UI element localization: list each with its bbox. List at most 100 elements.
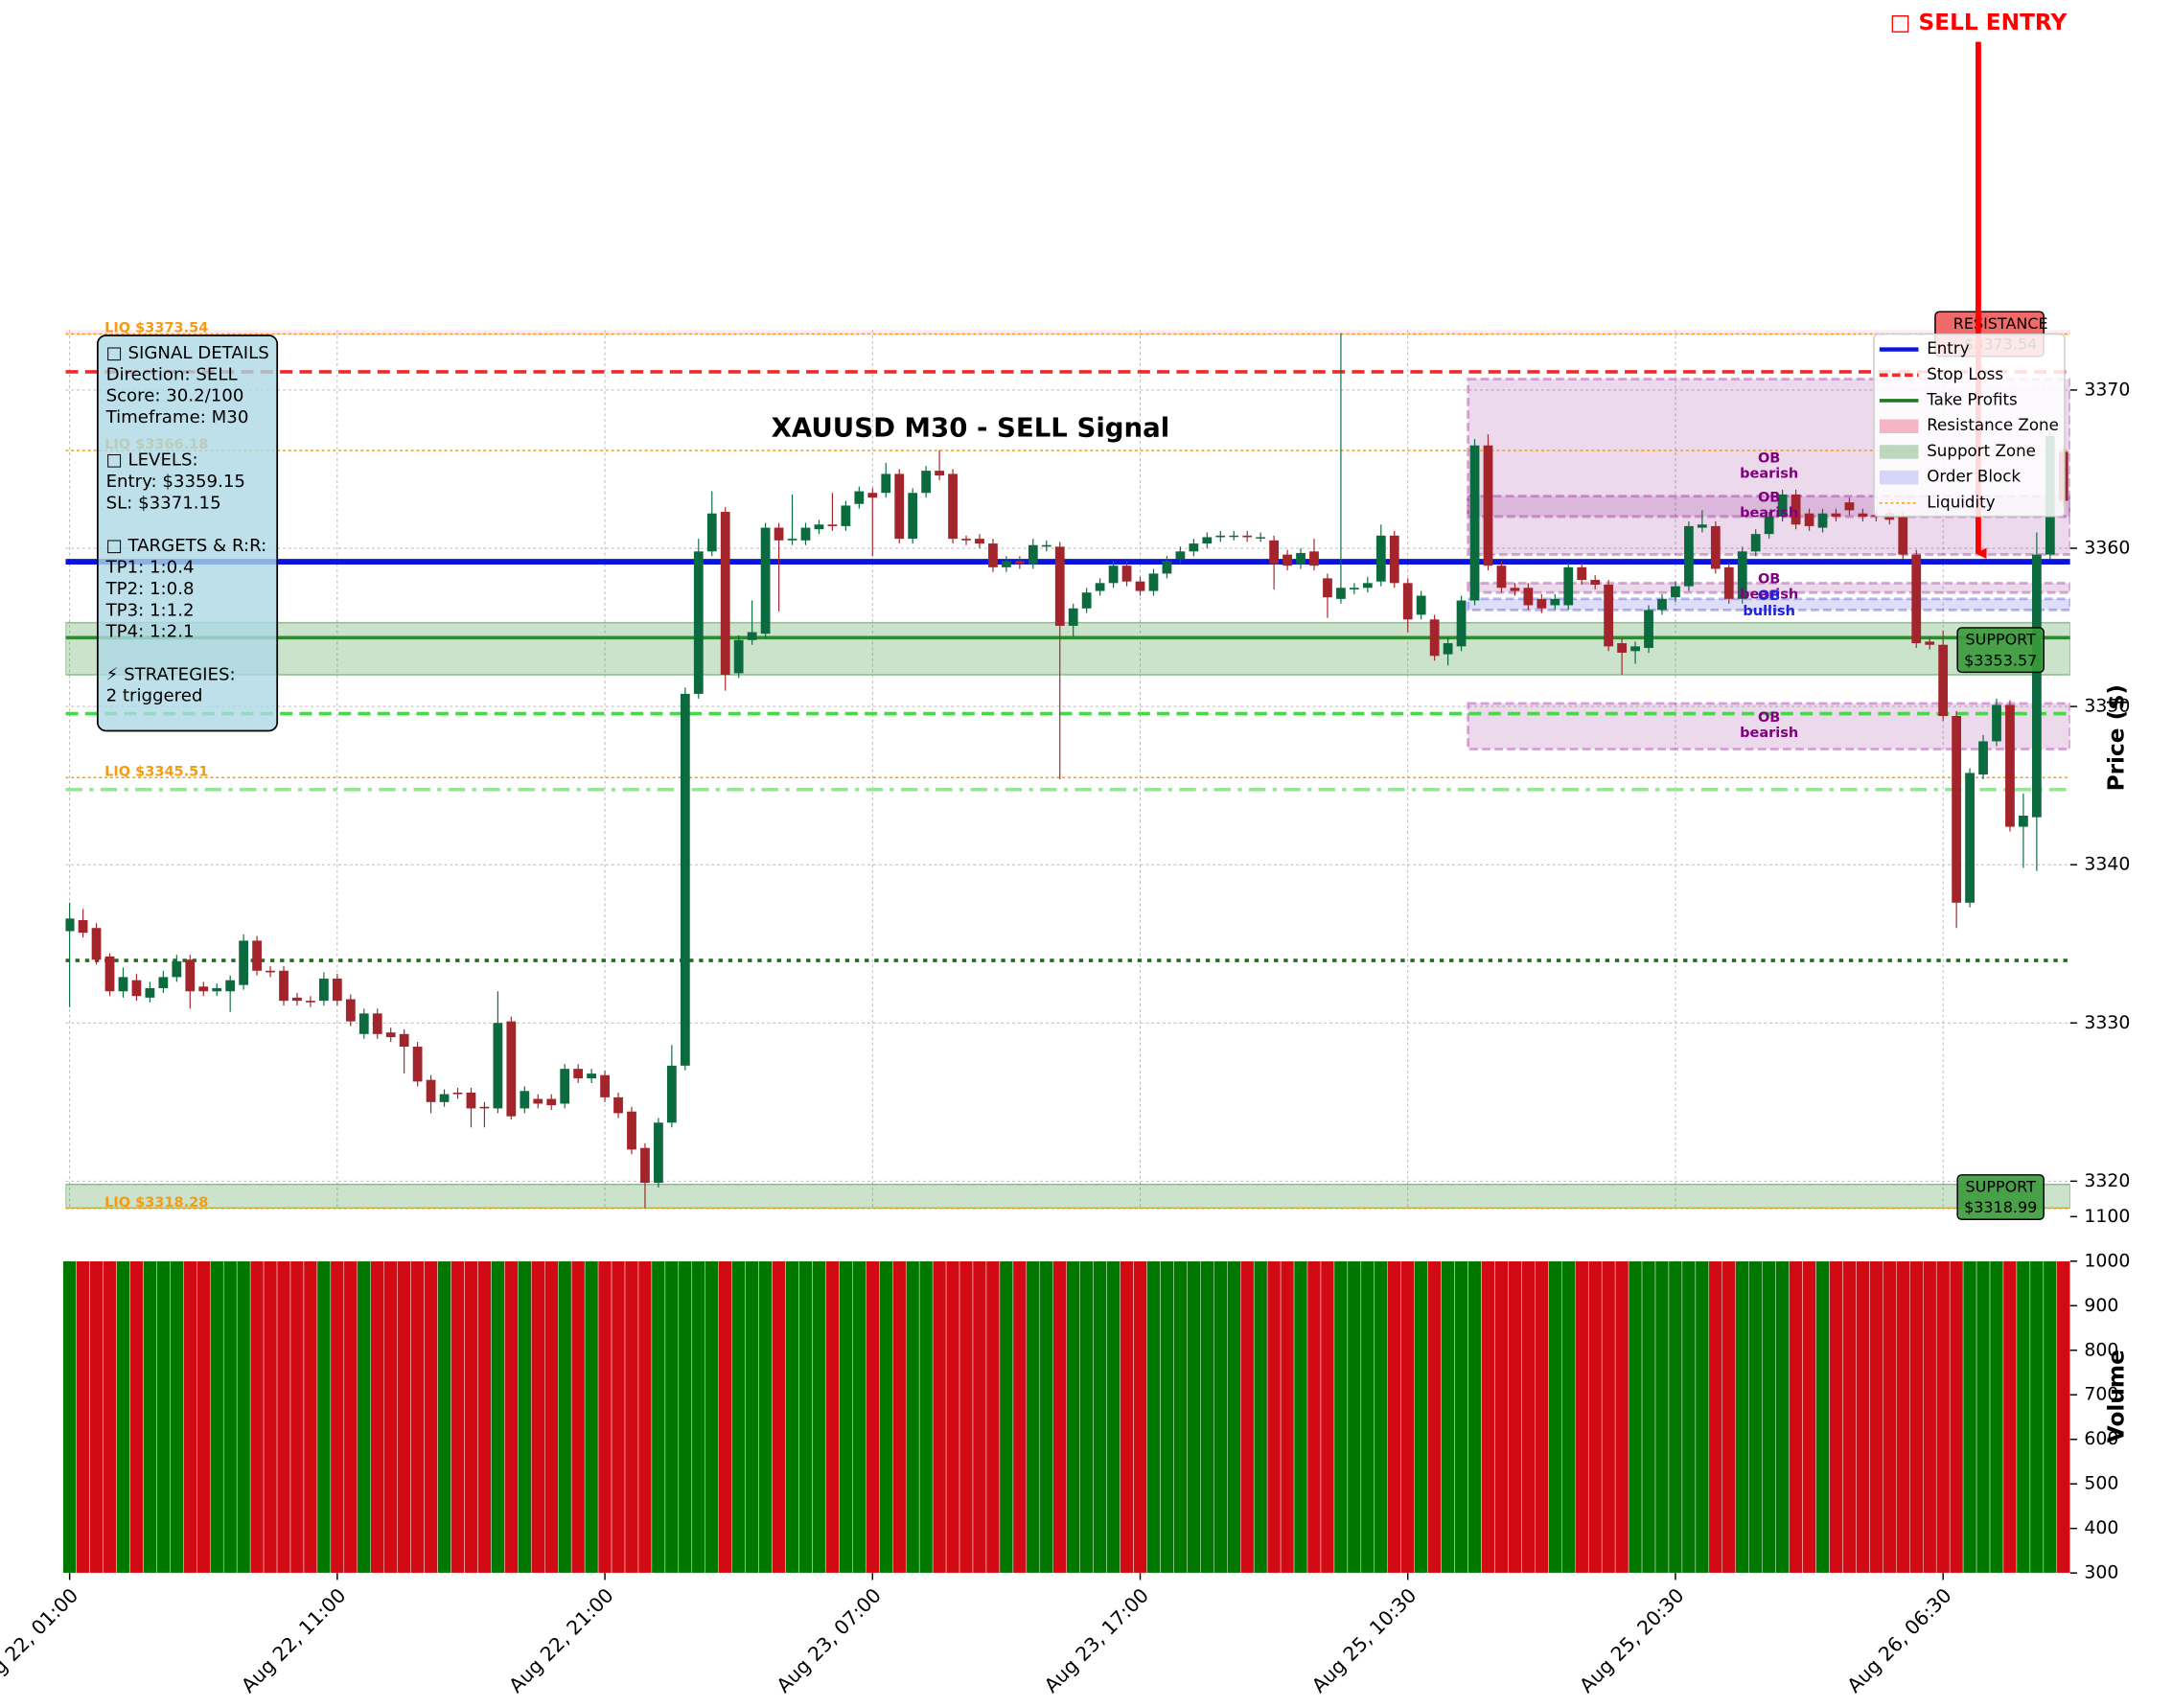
volume-bar: [624, 1260, 639, 1574]
candle-body: [613, 1096, 623, 1114]
volume-bar: [1762, 1260, 1776, 1574]
y-tick-label: 3360: [2084, 538, 2130, 559]
volume-bar: [1293, 1260, 1308, 1574]
info-box: [96, 335, 279, 732]
candle-body: [306, 1001, 315, 1003]
candle-body: [345, 999, 356, 1022]
candle-body: [1737, 551, 1747, 599]
volume-bar: [1668, 1260, 1683, 1574]
candle-body: [1375, 535, 1386, 582]
candle-body: [158, 977, 169, 988]
volume-bar: [1079, 1260, 1094, 1574]
legend-label: Support Zone: [1927, 441, 2036, 460]
candle-body: [279, 970, 289, 1002]
volume-bar: [825, 1260, 840, 1574]
volume-bar: [1883, 1260, 1897, 1574]
volume-bar: [1508, 1260, 1522, 1574]
volume-bar: [1748, 1260, 1763, 1574]
volume-bar: [1614, 1260, 1629, 1574]
order-block-label: bullish: [1743, 604, 1795, 619]
candle-body: [573, 1069, 584, 1079]
candle-body: [881, 473, 891, 494]
volume-bar: [1133, 1260, 1147, 1574]
candle-body: [1402, 583, 1413, 620]
candle-body: [1215, 535, 1226, 538]
volume-bar: [892, 1260, 907, 1574]
info-text: ⚡ STRATEGIES:: [106, 664, 236, 684]
volume-bar: [772, 1260, 786, 1574]
candle-body: [1028, 544, 1038, 565]
order-block: [1467, 597, 2070, 612]
volume-bar: [597, 1260, 612, 1574]
volume-bar: [1587, 1260, 1603, 1574]
volume-bar: [170, 1260, 184, 1574]
volume-bar: [1306, 1260, 1322, 1574]
candle-body: [1041, 544, 1051, 547]
candle-body: [1537, 598, 1547, 609]
volume-bar: [1601, 1260, 1616, 1574]
candle-body: [733, 639, 744, 674]
candle-body: [399, 1033, 409, 1048]
volume-bar: [143, 1260, 157, 1574]
candle-body: [1002, 561, 1011, 567]
volume-tick-label: 1100: [2084, 1206, 2130, 1227]
candle-body: [292, 997, 302, 1002]
candle-body: [439, 1094, 450, 1102]
candle-body: [1483, 445, 1493, 566]
candle-body: [145, 987, 155, 998]
volume-bar: [1628, 1260, 1643, 1574]
liquidity-label: LIQ $3345.51: [104, 764, 208, 779]
volume-tick-label: 500: [2084, 1473, 2118, 1494]
liquidity-label: LIQ $3373.54: [104, 321, 208, 336]
volume-bar: [183, 1260, 197, 1574]
volume-bar: [316, 1260, 332, 1574]
candle-body: [1081, 592, 1092, 609]
candle-body: [1336, 588, 1346, 599]
candle-body: [1135, 581, 1145, 591]
order-block-label: OB: [1758, 491, 1780, 506]
x-tick-label: Aug 22, 21:00: [504, 1583, 617, 1696]
volume-bar: [1654, 1260, 1670, 1574]
candle-body: [1764, 516, 1774, 535]
order-block: [1467, 581, 2070, 594]
order-block-label: OB: [1758, 710, 1780, 726]
candle-body: [172, 960, 182, 978]
volume-tick-label: 1000: [2084, 1250, 2130, 1271]
volume-bar: [89, 1260, 104, 1574]
legend-label: Stop Loss: [1927, 364, 2003, 383]
volume-bar: [1949, 1260, 1964, 1574]
candle-body: [1697, 524, 1707, 528]
candle-body: [1604, 584, 1614, 647]
volume-bar: [985, 1260, 1001, 1574]
candle-body: [266, 970, 275, 973]
candle-body: [1429, 619, 1440, 657]
volume-bar: [2043, 1260, 2058, 1574]
volume-bar: [1106, 1260, 1121, 1574]
x-tick-label: Aug 23, 17:00: [1040, 1583, 1153, 1696]
candle-body: [1054, 546, 1065, 626]
volume-bar: [303, 1260, 318, 1574]
y-tick-label: 3370: [2084, 379, 2130, 400]
y-axis-label: Price ($): [2104, 684, 2130, 791]
candle-body: [935, 471, 944, 476]
candle-body: [212, 987, 222, 992]
x-tick-label: Aug 25, 10:30: [1307, 1583, 1421, 1696]
info-text: TP1: 1:0.4: [105, 558, 195, 578]
candle-body: [91, 928, 102, 960]
volume-bar: [464, 1260, 478, 1574]
candle-body: [894, 473, 905, 540]
volume-bar: [1721, 1260, 1736, 1574]
resistance-zone: [65, 330, 2070, 335]
candle-body: [1577, 566, 1587, 581]
candle-body: [1229, 535, 1239, 538]
candle-body: [1710, 525, 1721, 569]
volume-tick-label: 800: [2084, 1339, 2118, 1360]
volume-bar: [1708, 1260, 1723, 1574]
candle-body: [1014, 561, 1025, 565]
volume-bar: [330, 1260, 345, 1574]
candle-body: [372, 1013, 382, 1034]
y-tick-label: 3340: [2084, 854, 2130, 875]
candle-body: [1844, 502, 1855, 511]
volume-bar: [1187, 1260, 1201, 1574]
candle-body: [1750, 534, 1761, 552]
